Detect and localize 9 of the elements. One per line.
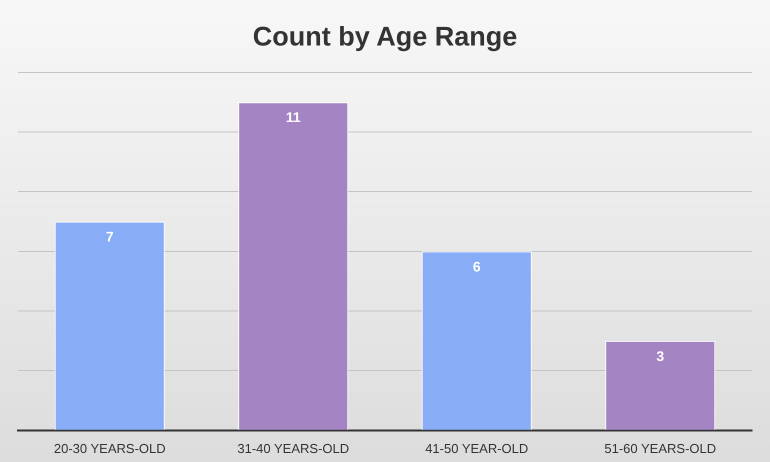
data-label: 7 xyxy=(106,228,114,244)
data-label: 11 xyxy=(286,109,301,126)
data-label: 6 xyxy=(472,258,481,274)
chart-title: Count by Age Range xyxy=(252,22,518,52)
x-tick-label: 51-60 YEARS-OLD xyxy=(604,440,716,456)
x-tick-label: 20-30 YEARS-OLD xyxy=(54,440,166,456)
data-label: 3 xyxy=(656,348,664,364)
x-tick-label: 41-50 YEAR-OLD xyxy=(425,440,528,456)
x-tick-label: 31-40 YEARS-OLD xyxy=(237,440,350,456)
